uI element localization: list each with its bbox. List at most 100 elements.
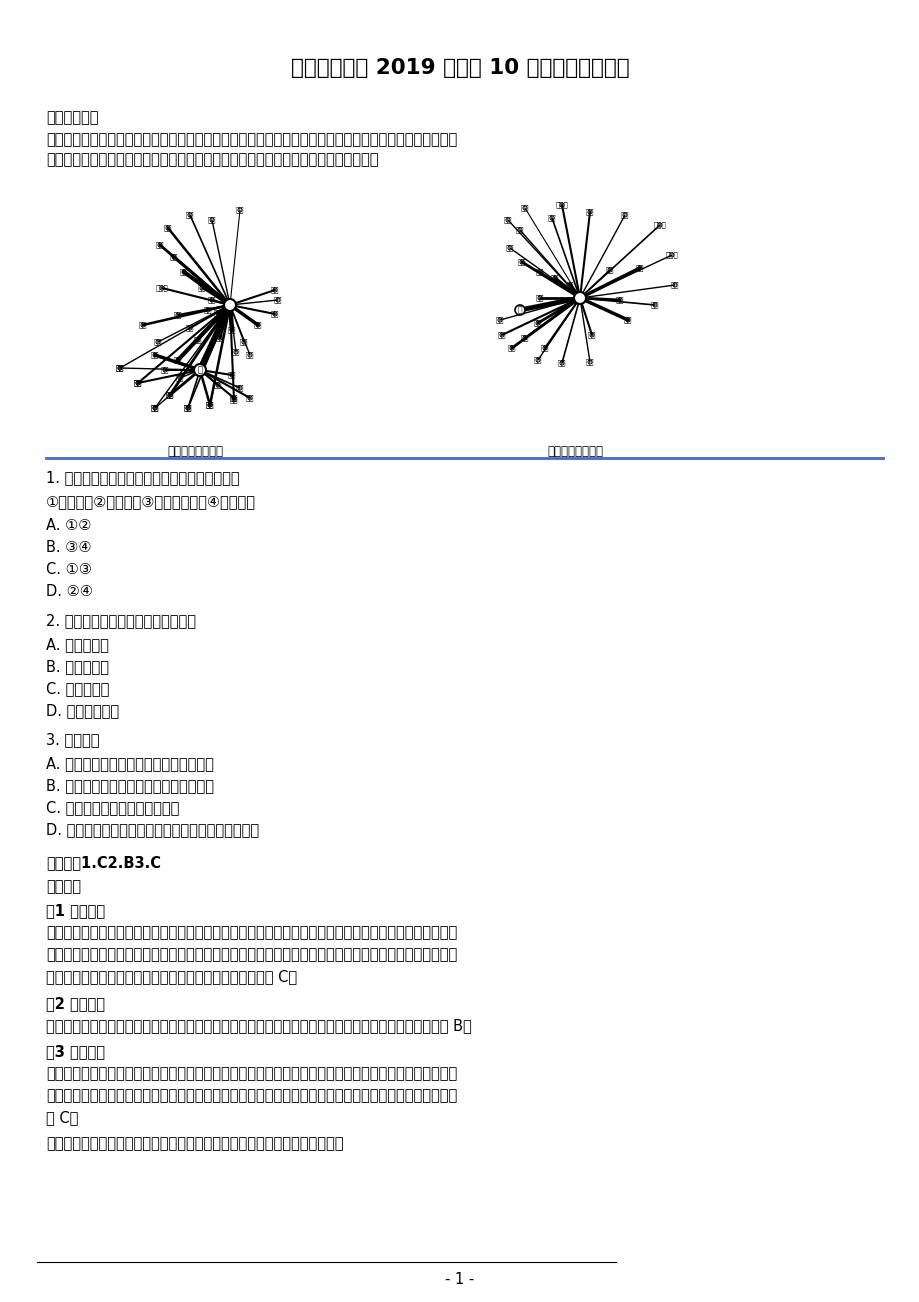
Text: D. 全国各省区流出首位流主要指向北京、天津、上海: D. 全国各省区流出首位流主要指向北京、天津、上海	[46, 822, 259, 837]
Text: B. ③④: B. ③④	[46, 540, 91, 556]
Text: 浙江: 浙江	[245, 352, 254, 358]
Text: 江苏: 江苏	[535, 294, 544, 301]
Text: 陕西: 陕西	[535, 268, 544, 275]
Text: 重庆: 重庆	[184, 405, 192, 411]
Text: 陕西: 陕西	[203, 307, 212, 314]
Text: 湖南: 湖南	[540, 345, 549, 352]
Text: 北京: 北京	[179, 268, 188, 275]
Text: 【1 题详解】: 【1 题详解】	[46, 904, 105, 918]
Text: 西藏: 西藏	[164, 225, 172, 232]
Text: 福建: 福建	[533, 357, 541, 363]
Text: 天津: 天津	[585, 208, 594, 215]
Text: 广西: 广西	[133, 380, 142, 387]
Text: 乙: 乙	[517, 307, 522, 314]
Text: 上海: 上海	[517, 259, 526, 266]
Text: C. ①③: C. ①③	[46, 562, 92, 577]
Text: 青海: 青海	[516, 227, 524, 233]
Text: 广东: 广东	[650, 302, 659, 309]
Text: 云南: 云南	[165, 392, 174, 398]
Text: 四川: 四川	[174, 357, 182, 363]
Text: 贵州: 贵州	[585, 358, 594, 366]
Text: 新疆: 新疆	[170, 254, 178, 260]
Text: 3. 该图说明: 3. 该图说明	[46, 732, 99, 747]
Text: 云南: 云南	[165, 392, 174, 398]
Text: 吉林: 吉林	[520, 204, 528, 211]
Text: 广西: 广西	[139, 322, 147, 328]
Circle shape	[223, 299, 236, 311]
Text: 吉林: 吉林	[235, 207, 244, 214]
Text: 安徽: 安徽	[270, 311, 279, 318]
Text: - 1 -: - 1 -	[445, 1272, 474, 1286]
Circle shape	[515, 305, 525, 315]
Text: 地区，并不复杂；河南流出人口流向浙江的最多；全国各省区流出首位流主要指向广东、上海、北京，据此: 地区，并不复杂；河南流出人口流向浙江的最多；全国各省区流出首位流主要指向广东、上…	[46, 1088, 457, 1103]
Text: 【3 题详解】: 【3 题详解】	[46, 1044, 105, 1060]
Text: 浙江: 浙江	[270, 286, 279, 293]
Text: 江西: 江西	[232, 349, 240, 355]
Text: B. 东北地区流入首位流地域分布最为复杂: B. 东北地区流入首位流地域分布最为复杂	[46, 779, 214, 793]
Text: 辽宁: 辽宁	[208, 216, 216, 224]
Text: 上海: 上海	[228, 327, 236, 333]
Text: 湖北: 湖北	[230, 395, 238, 401]
Text: 如图为我国春运期间各省区（不含港澳台地区）人口流出、流入首位流（单纯基于一省人口的总流出或总流: 如图为我国春运期间各省区（不含港澳台地区）人口流出、流入首位流（单纯基于一省人口…	[46, 132, 457, 147]
Text: 山西: 山西	[198, 285, 206, 292]
Text: 【答案】1.C2.B3.C: 【答案】1.C2.B3.C	[46, 855, 161, 870]
Text: 1. 图示反映出影响人口首位流指向的主要因素有: 1. 图示反映出影响人口首位流指向的主要因素有	[46, 470, 239, 486]
Text: 四川: 四川	[507, 345, 516, 352]
Text: 一、选择题。: 一、选择题。	[46, 109, 98, 125]
Text: 重庆: 重庆	[557, 359, 565, 366]
Text: 四川: 四川	[151, 352, 159, 358]
Text: 海南: 海南	[194, 337, 202, 344]
Text: 广西: 广西	[116, 365, 124, 371]
Text: 不能从图中读出，实际中也不是最主要的影响因素，据此选 C。: 不能从图中读出，实际中也不是最主要的影响因素，据此选 C。	[46, 970, 297, 984]
Text: 宁夏: 宁夏	[505, 245, 514, 251]
Text: B. 广东、安徽: B. 广东、安徽	[46, 659, 108, 674]
Text: 浙江: 浙江	[520, 335, 528, 341]
Text: 云南: 云南	[174, 311, 182, 318]
Text: 北京: 北京	[635, 264, 643, 271]
Text: 湖北: 湖北	[533, 320, 541, 327]
Text: 湖南省邵阳市 2019 届高三 10 月大联考地理试题: 湖南省邵阳市 2019 届高三 10 月大联考地理试题	[290, 59, 629, 78]
Text: C. 河南流出人口流向浙江的最多: C. 河南流出人口流向浙江的最多	[46, 799, 179, 815]
Text: 新疆: 新疆	[504, 216, 512, 224]
Text: 入的强度）结构示意图，图中箭头的粗细代表流入和流出强度。读图，完成下列各题。: 入的强度）结构示意图，图中箭头的粗细代表流入和流出强度。读图，完成下列各题。	[46, 152, 378, 167]
Text: 湖北: 湖北	[230, 397, 238, 404]
Text: 福建: 福建	[151, 405, 159, 411]
Text: 广东: 广东	[670, 281, 678, 288]
Text: 山西: 山西	[605, 267, 614, 273]
Text: 广西: 广西	[116, 365, 124, 371]
Text: 河南: 河南	[206, 402, 214, 409]
Text: 图中甲、乙两省分别是人口流入区、人口流出区，因此应分别对应经济发达与经济落后区域，结合选项选 B。: 图中甲、乙两省分别是人口流入区、人口流出区，因此应分别对应经济发达与经济落后区域…	[46, 1018, 471, 1032]
Text: 河北: 河北	[550, 275, 559, 281]
Text: 【2 题详解】: 【2 题详解】	[46, 996, 105, 1010]
Text: 甲: 甲	[198, 367, 202, 374]
Text: 福建: 福建	[151, 405, 159, 411]
Text: 湖北: 湖北	[235, 384, 244, 392]
Text: 湖南: 湖南	[216, 335, 224, 341]
Text: 河南: 河南	[245, 395, 254, 401]
Text: 河北: 河北	[208, 297, 216, 303]
Text: 江苏: 江苏	[254, 322, 262, 328]
Text: 天津: 天津	[155, 242, 165, 249]
Text: 【点睛】人口迁移的因素，包括自然环境因素、社会经济因素和政治因素等。: 【点睛】人口迁移的因素，包括自然环境因素、社会经济因素和政治因素等。	[46, 1137, 343, 1151]
Text: C. 云南、北京: C. 云南、北京	[46, 681, 109, 697]
Text: 甲: 甲	[198, 366, 202, 375]
Text: 广西: 广西	[587, 332, 596, 339]
Text: 青海: 青海	[186, 212, 194, 219]
Text: 黑龙江: 黑龙江	[155, 285, 168, 292]
Text: 河南: 河南	[565, 281, 573, 288]
Text: 选 C。: 选 C。	[46, 1111, 78, 1125]
Text: 陕西: 陕西	[213, 381, 222, 388]
Text: ①空间距离②交通方式③经济发展水平④地形阻隔: ①空间距离②交通方式③经济发展水平④地形阻隔	[46, 495, 255, 509]
Text: 云南: 云南	[497, 332, 505, 339]
Text: 西藏: 西藏	[495, 316, 504, 323]
Text: 山东: 山东	[213, 310, 222, 316]
Text: 流出首位流指向省: 流出首位流指向省	[167, 445, 222, 458]
Text: 辽宁: 辽宁	[620, 212, 629, 219]
Text: A. 山西、青海: A. 山西、青海	[46, 637, 108, 652]
Text: 重庆: 重庆	[184, 405, 192, 411]
Text: 该图说明，经济因素对人口流动首位流的影响最大；东北地区流入首位流地域分布基本是周边地域或环渤海: 该图说明，经济因素对人口流动首位流的影响最大；东北地区流入首位流地域分布基本是周…	[46, 1066, 457, 1081]
Text: 图示反映出口首位流指向的地区主要集中在上海、江苏等经济比较发达的省份，而且人口流出地与流入地之: 图示反映出口首位流指向的地区主要集中在上海、江苏等经济比较发达的省份，而且人口流…	[46, 926, 457, 940]
Text: 河南: 河南	[206, 402, 214, 409]
Text: 宁夏: 宁夏	[274, 297, 282, 303]
Text: 山东: 山东	[615, 297, 624, 303]
